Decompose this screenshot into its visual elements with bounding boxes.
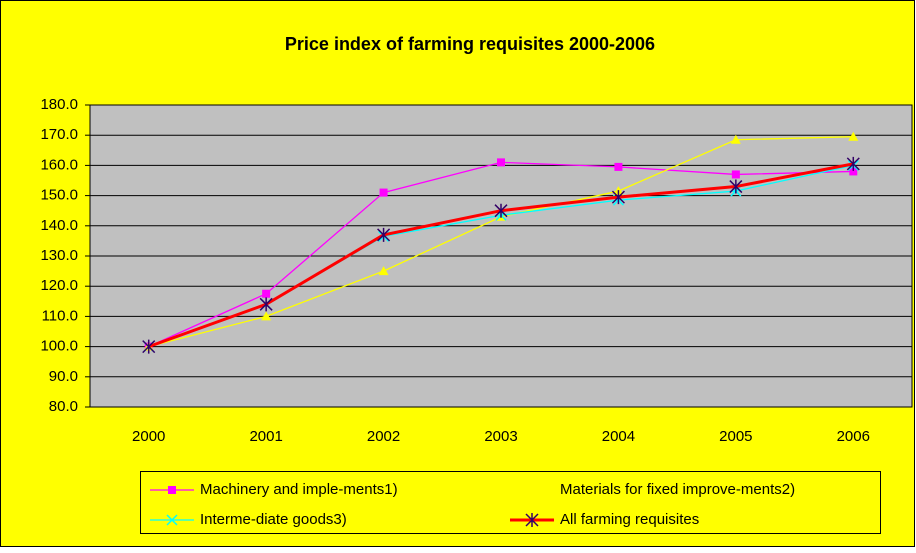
marker	[729, 179, 743, 194]
marker	[378, 266, 389, 276]
legend-label: All farming requisites	[560, 511, 699, 528]
y-tick-label: 130.0	[40, 247, 78, 264]
marker	[848, 131, 859, 141]
legend-label: Materials for fixed improve-ments2)	[560, 481, 795, 498]
marker	[262, 289, 271, 298]
marker	[525, 513, 539, 527]
y-tick-label: 160.0	[40, 156, 78, 173]
x-tick-label: 2001	[249, 428, 282, 445]
marker	[494, 203, 508, 218]
plot-border	[89, 104, 913, 408]
marker	[614, 162, 623, 171]
marker	[259, 297, 273, 312]
x-tick-label: 2006	[837, 428, 870, 445]
marker	[611, 190, 625, 205]
x-tick-label: 2000	[132, 428, 165, 445]
y-tick-label: 140.0	[40, 217, 78, 234]
marker	[168, 486, 176, 494]
legend-label: Machinery and imple-ments1)	[200, 481, 398, 498]
marker	[377, 227, 391, 242]
y-tick-label: 100.0	[40, 338, 78, 355]
x-tick-label: 2005	[719, 428, 752, 445]
marker	[846, 156, 860, 171]
marker	[497, 158, 505, 167]
marker	[261, 311, 272, 321]
y-tick-label: 150.0	[40, 187, 78, 204]
marker	[731, 170, 740, 179]
chart-title: Price index of farming requisites 2000-2…	[285, 34, 655, 54]
y-tick-label: 90.0	[49, 368, 78, 385]
marker	[142, 339, 156, 354]
legend	[140, 471, 881, 534]
y-tick-label: 170.0	[40, 126, 78, 143]
y-tick-label: 110.0	[42, 307, 78, 324]
marker	[527, 485, 537, 494]
y-tick-label: 180.0	[40, 96, 78, 113]
marker	[379, 188, 388, 197]
legend-label: Interme-diate goods3)	[200, 511, 347, 528]
y-tick-label: 120.0	[40, 277, 78, 294]
marker	[166, 514, 178, 526]
y-tick-label: 80.0	[49, 398, 78, 415]
marker	[849, 167, 858, 176]
marker	[730, 134, 741, 144]
x-tick-label: 2002	[367, 428, 400, 445]
x-tick-label: 2004	[602, 428, 635, 445]
x-tick-label: 2003	[484, 428, 517, 445]
